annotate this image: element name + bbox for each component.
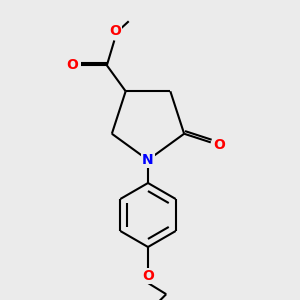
Text: O: O	[213, 138, 225, 152]
Text: N: N	[142, 153, 154, 167]
Text: O: O	[66, 58, 78, 72]
Text: O: O	[142, 269, 154, 283]
Text: O: O	[110, 25, 121, 38]
